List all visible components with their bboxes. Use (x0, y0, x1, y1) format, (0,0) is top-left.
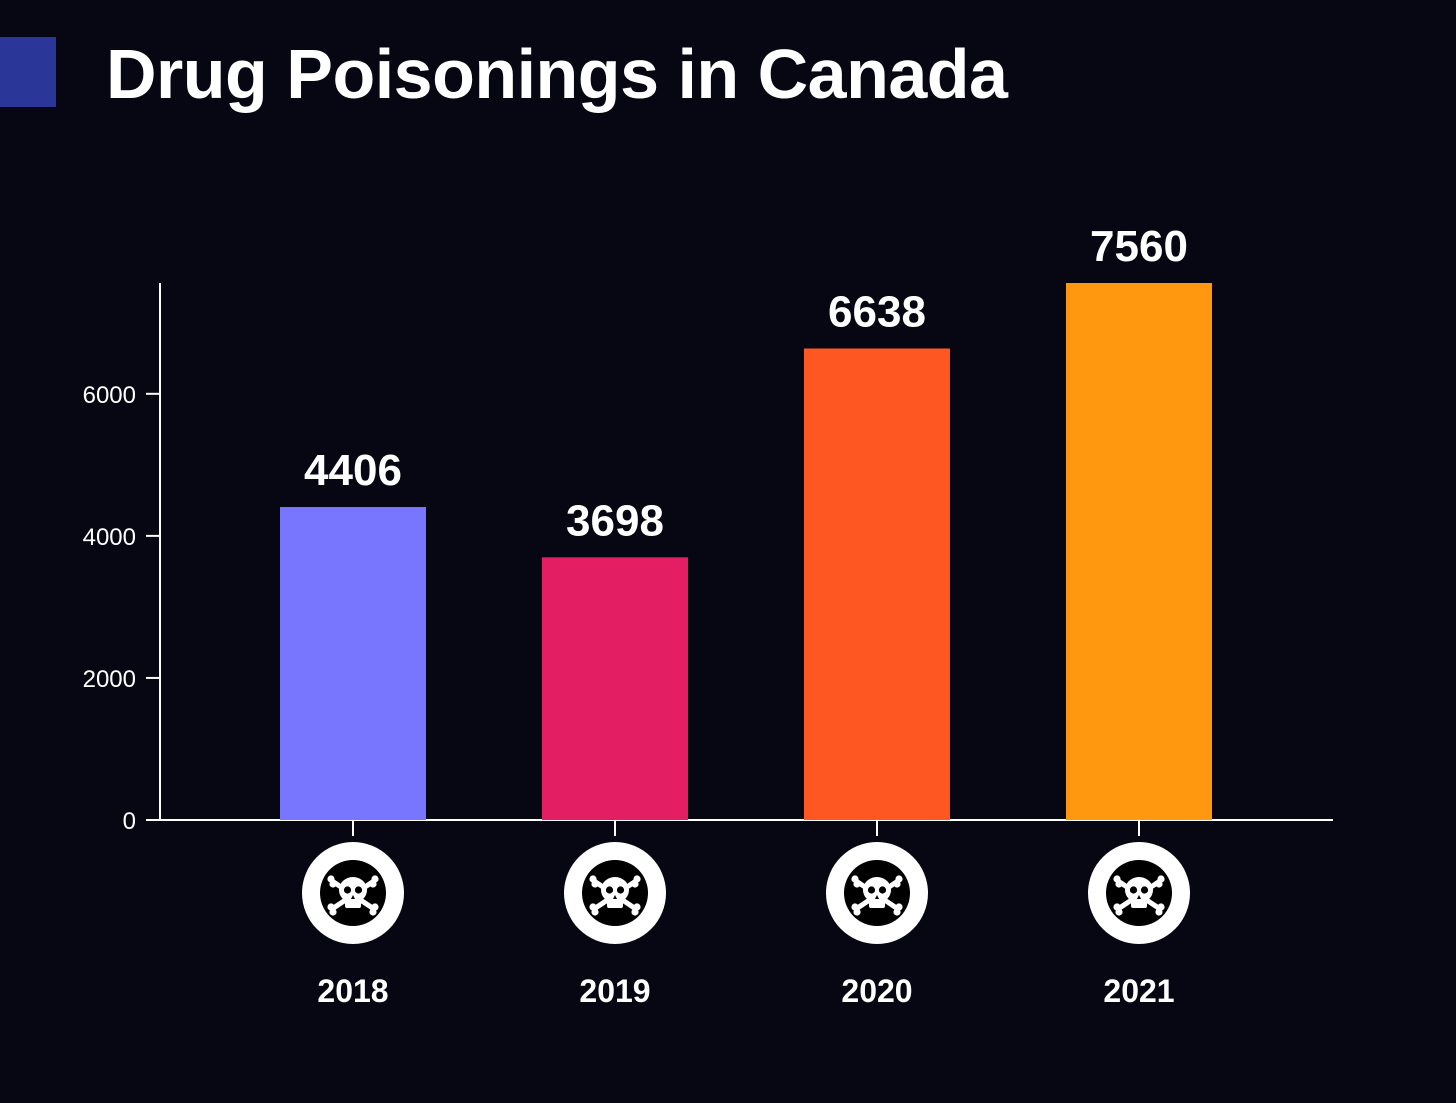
x-category-label-2019: 2019 (579, 973, 650, 1009)
x-category-label-2021: 2021 (1103, 973, 1174, 1009)
data-label-2020: 6638 (828, 287, 926, 336)
bone-knob (329, 880, 337, 888)
bar-2018 (280, 507, 426, 820)
y-tick-label: 6000 (83, 382, 136, 409)
bone-knob (853, 880, 861, 888)
bar-2020 (804, 348, 950, 820)
skull-nose (875, 895, 879, 899)
data-label-2019: 3698 (566, 496, 664, 545)
skull-jaw (345, 899, 361, 908)
data-label-2021: 7560 (1090, 222, 1188, 271)
skull-head (601, 877, 629, 903)
skull-nose (351, 895, 355, 899)
skull-crossbones-icon (564, 842, 666, 944)
title-accent-block (0, 37, 56, 107)
skull-crossbones-icon (826, 842, 928, 944)
skull-eye (343, 886, 352, 894)
bone-knob (591, 880, 599, 888)
skull-eye (605, 886, 614, 894)
skull-jaw (869, 899, 885, 908)
bone-knob (631, 880, 639, 888)
y-tick-label: 4000 (83, 524, 136, 551)
bar-2021 (1066, 283, 1212, 820)
bone-knob (1115, 880, 1123, 888)
bone-knob (369, 908, 377, 916)
skull-nose (613, 895, 617, 899)
skull-crossbones-icon (1088, 842, 1190, 944)
skull-head (863, 877, 891, 903)
bone-knob (591, 908, 599, 916)
bone-knob (329, 908, 337, 916)
x-category-label-2020: 2020 (841, 973, 912, 1009)
skull-eye (354, 886, 363, 894)
bar-2019 (542, 557, 688, 820)
y-tick-label: 0 (123, 808, 136, 835)
x-category-label-2018: 2018 (317, 973, 388, 1009)
skull-nose (1137, 895, 1141, 899)
skull-eye (1129, 886, 1138, 894)
bone-knob (1155, 908, 1163, 916)
skull-head (1125, 877, 1153, 903)
bone-knob (1115, 908, 1123, 916)
skull-eye (878, 886, 887, 894)
bone-knob (853, 908, 861, 916)
bone-knob (1155, 880, 1163, 888)
skull-eye (867, 886, 876, 894)
skull-jaw (1131, 899, 1147, 908)
bone-knob (631, 908, 639, 916)
skull-jaw (607, 899, 623, 908)
data-label-2018: 4406 (304, 446, 402, 495)
skull-eye (616, 886, 625, 894)
page-title: Drug Poisonings in Canada (106, 35, 1008, 113)
skull-crossbones-icon (302, 842, 404, 944)
skull-eye (1140, 886, 1149, 894)
bone-knob (369, 880, 377, 888)
skull-head (339, 877, 367, 903)
bone-knob (893, 908, 901, 916)
y-tick-label: 2000 (83, 666, 136, 693)
bone-knob (893, 880, 901, 888)
